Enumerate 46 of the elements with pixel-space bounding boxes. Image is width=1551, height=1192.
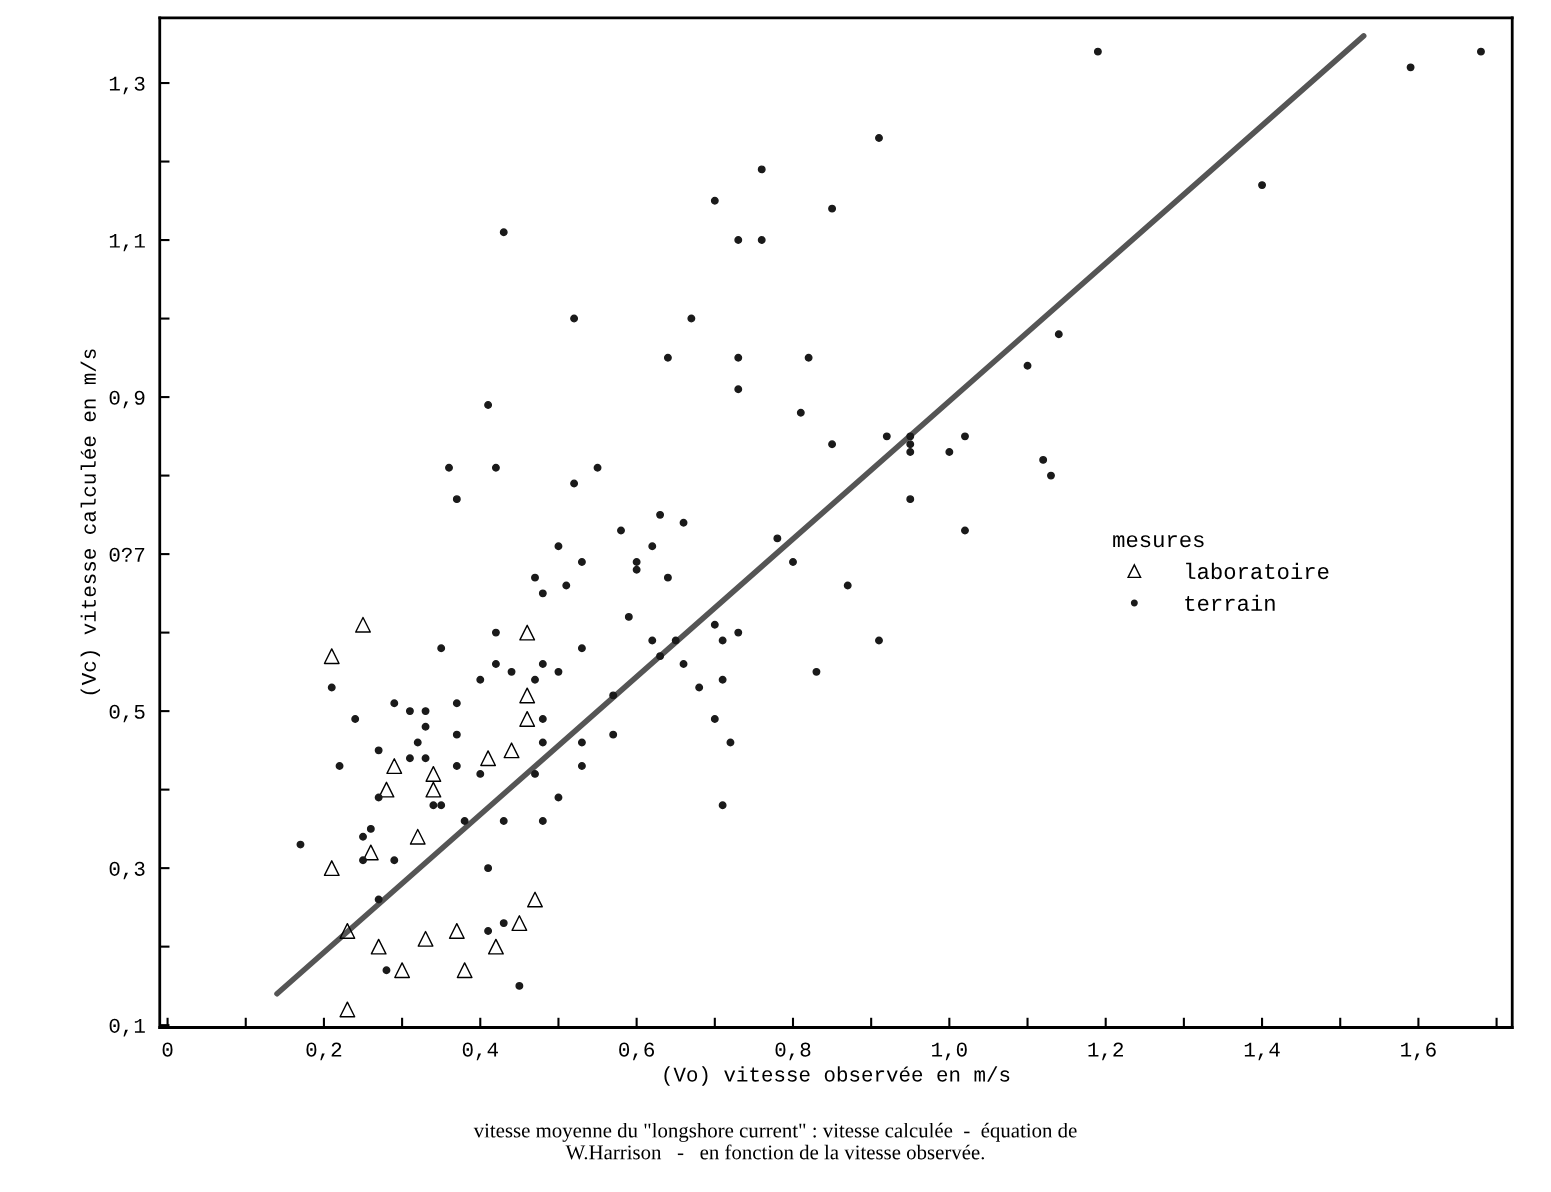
point	[527, 891, 543, 908]
y-tick-label: 1,3	[109, 76, 145, 95]
y-tick-label: 0,1	[109, 1018, 145, 1037]
point	[425, 781, 442, 798]
point	[323, 860, 340, 877]
point	[480, 750, 497, 767]
point	[386, 758, 403, 775]
legend-title: mesures	[1113, 535, 1204, 548]
point	[519, 624, 536, 641]
y-tick-label: 0,5	[109, 704, 145, 723]
y-tick-label: 0,9	[109, 390, 145, 409]
legend-label: laboratoire	[1186, 562, 1329, 580]
y-tick-label: 0,3	[109, 861, 145, 880]
point	[425, 765, 442, 782]
point	[362, 844, 379, 861]
x-tick-label: 0,4	[462, 1042, 498, 1061]
x-tick-label: 0	[162, 1042, 173, 1057]
x-tick-label: 1,2	[1088, 1042, 1123, 1061]
point	[394, 962, 411, 979]
point	[409, 828, 426, 845]
y-axis-title: (Vc) vitesse calculée en m/s	[80, 349, 101, 695]
point	[417, 930, 434, 947]
x-tick-label: 1,4	[1244, 1042, 1280, 1061]
point	[487, 938, 504, 955]
point	[339, 922, 356, 939]
point	[448, 922, 465, 939]
point	[355, 616, 371, 633]
x-tick-label: 0,2	[306, 1042, 342, 1061]
point	[339, 1001, 356, 1018]
point	[370, 938, 387, 955]
legend-label: terrain	[1185, 594, 1275, 611]
x-tick-label: 1,0	[932, 1042, 967, 1061]
x-tick-label: 1,6	[1401, 1042, 1436, 1061]
point	[378, 781, 395, 798]
point	[519, 687, 536, 704]
y-tick-label: 1,1	[109, 233, 145, 252]
point	[503, 742, 520, 759]
point	[456, 962, 473, 979]
text: vitesse moyenne du "longshore current" : vitesse calculée - équation de W.Harrison - en fonction de la vitesse observée.	[473, 1122, 1077, 1160]
y-tick-label: 0?7	[109, 547, 145, 562]
x-axis-title: (Vo) vitesse observée en m/s	[664, 1066, 1010, 1086]
point	[511, 915, 528, 932]
x-tick-label: 0,6	[619, 1042, 655, 1061]
point	[323, 648, 340, 665]
point	[519, 710, 536, 727]
x-tick-label: 0,8	[775, 1042, 811, 1061]
